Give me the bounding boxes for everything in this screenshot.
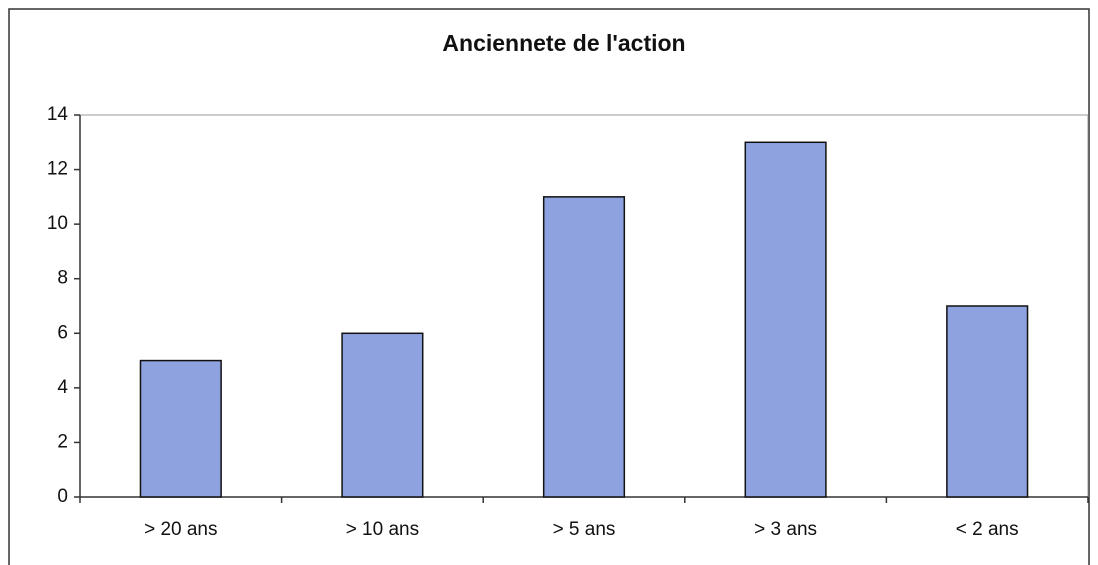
y-tick-label: 14 bbox=[47, 104, 69, 125]
y-tick-label: 10 bbox=[47, 213, 68, 234]
bar bbox=[341, 332, 424, 498]
y-tick-label: 0 bbox=[57, 486, 68, 507]
bar bbox=[139, 359, 222, 498]
y-tick-label: 12 bbox=[47, 159, 68, 180]
x-tick-label: > 10 ans bbox=[346, 519, 419, 540]
x-tick-label: > 20 ans bbox=[144, 519, 217, 540]
y-tick-label: 8 bbox=[57, 268, 68, 289]
y-tick-label: 4 bbox=[57, 377, 68, 398]
y-tick-label: 6 bbox=[57, 322, 68, 343]
chart-title: Anciennete de l'action bbox=[442, 30, 685, 56]
bar bbox=[744, 141, 827, 498]
bar bbox=[946, 305, 1029, 498]
x-tick-label: < 2 ans bbox=[956, 519, 1019, 540]
y-tick-label: 2 bbox=[57, 431, 68, 452]
x-tick-label: > 3 ans bbox=[754, 519, 817, 540]
bar bbox=[542, 196, 626, 498]
x-tick-label: > 5 ans bbox=[553, 519, 616, 540]
